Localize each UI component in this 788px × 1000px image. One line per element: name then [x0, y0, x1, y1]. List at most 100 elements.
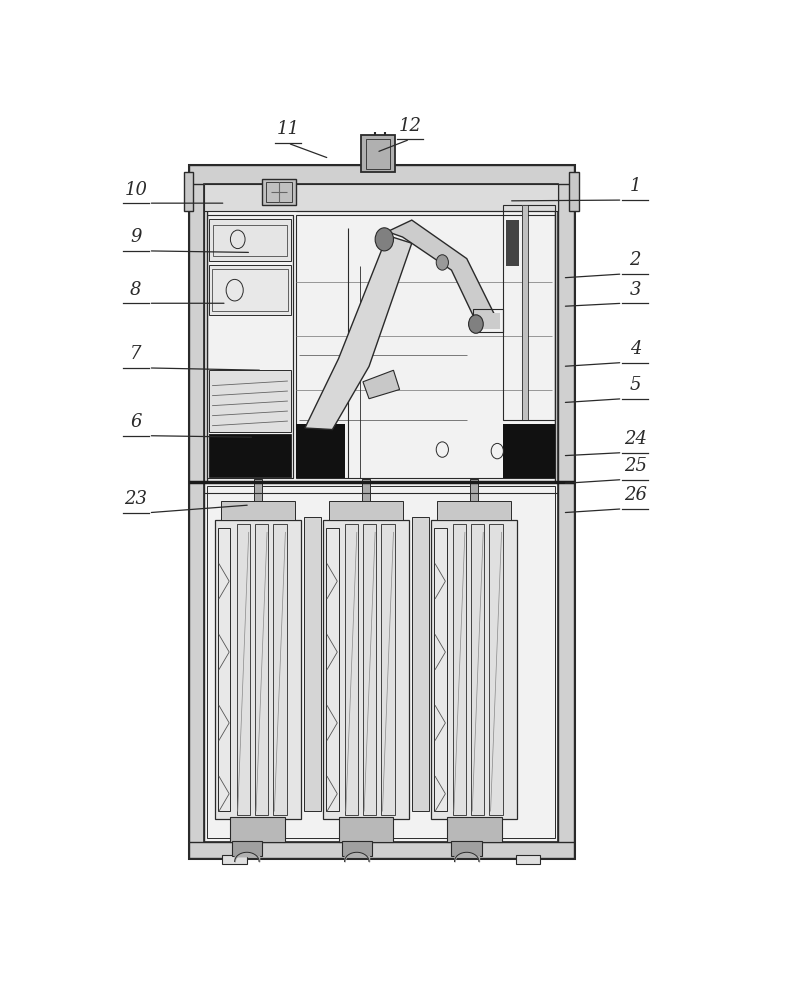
Bar — [473, 309, 504, 332]
Bar — [344, 524, 358, 815]
Bar — [212, 269, 288, 311]
Bar — [236, 524, 250, 815]
Bar — [381, 524, 395, 815]
Bar — [215, 520, 301, 819]
Bar — [507, 220, 519, 266]
Bar — [362, 479, 370, 503]
Bar — [184, 172, 193, 211]
Bar — [232, 841, 262, 856]
Bar — [189, 165, 204, 858]
Bar — [339, 817, 393, 842]
Bar — [254, 479, 262, 503]
Bar — [303, 517, 321, 811]
Bar — [452, 841, 482, 856]
Bar — [222, 855, 247, 864]
Text: 1: 1 — [630, 177, 641, 195]
Bar — [230, 817, 285, 842]
Bar — [431, 520, 517, 819]
Bar — [362, 479, 370, 503]
Bar — [209, 265, 291, 315]
Bar — [341, 841, 372, 856]
Bar — [255, 524, 268, 815]
Bar — [326, 528, 339, 811]
Bar — [296, 424, 344, 478]
Bar — [326, 528, 339, 811]
Bar — [515, 855, 540, 864]
Bar — [339, 817, 393, 842]
Bar — [363, 524, 377, 815]
Bar — [204, 184, 559, 211]
Bar — [204, 184, 559, 211]
Bar — [221, 501, 295, 520]
Text: 12: 12 — [399, 117, 422, 135]
Circle shape — [437, 255, 448, 270]
Bar — [363, 524, 377, 815]
Bar — [522, 205, 528, 420]
Bar — [236, 524, 250, 815]
Bar — [437, 501, 511, 520]
Bar — [504, 424, 556, 478]
Bar — [329, 501, 403, 520]
Text: 3: 3 — [630, 281, 641, 299]
Text: 5: 5 — [630, 376, 641, 394]
Bar — [230, 817, 285, 842]
Bar — [559, 165, 574, 858]
Bar — [214, 225, 287, 256]
Bar — [412, 517, 429, 811]
Bar — [476, 312, 500, 329]
Text: 11: 11 — [277, 120, 299, 138]
Bar — [204, 482, 559, 842]
Text: 24: 24 — [624, 430, 647, 448]
Bar — [470, 479, 478, 503]
Bar — [209, 434, 291, 477]
Bar — [262, 179, 296, 205]
Bar — [207, 215, 292, 478]
Text: 9: 9 — [130, 228, 142, 246]
Bar — [447, 817, 501, 842]
Bar — [570, 172, 578, 211]
Bar — [222, 855, 247, 864]
Bar — [255, 524, 268, 815]
Bar — [189, 165, 204, 858]
Bar — [209, 219, 291, 261]
Bar — [366, 139, 390, 169]
Bar — [254, 479, 262, 503]
Text: 8: 8 — [130, 281, 142, 299]
Bar — [329, 501, 403, 520]
Bar — [434, 528, 447, 811]
Bar — [323, 520, 409, 819]
Text: 2: 2 — [630, 251, 641, 269]
Bar — [323, 520, 409, 819]
Bar — [209, 219, 291, 261]
Bar — [189, 165, 574, 184]
Bar — [209, 370, 291, 432]
Bar — [303, 517, 321, 811]
Bar — [515, 855, 540, 864]
Text: 6: 6 — [130, 413, 142, 431]
Bar — [522, 205, 528, 420]
Text: 26: 26 — [624, 486, 647, 504]
Bar — [221, 501, 295, 520]
Bar — [209, 434, 291, 477]
Bar — [434, 528, 447, 811]
Bar — [296, 215, 556, 478]
Polygon shape — [388, 220, 497, 328]
Bar — [218, 528, 230, 811]
Bar — [489, 524, 503, 815]
Bar — [209, 370, 291, 432]
Bar — [471, 524, 485, 815]
Bar — [361, 135, 395, 172]
Polygon shape — [305, 235, 412, 430]
Bar — [452, 524, 466, 815]
Bar — [470, 479, 478, 503]
Bar — [266, 182, 292, 202]
Bar — [218, 528, 230, 811]
Bar — [273, 524, 287, 815]
Bar — [447, 817, 501, 842]
Bar — [189, 842, 574, 858]
Bar — [189, 165, 574, 184]
Text: 4: 4 — [630, 340, 641, 358]
Polygon shape — [363, 370, 400, 399]
Bar — [189, 165, 574, 858]
Bar — [504, 205, 556, 420]
